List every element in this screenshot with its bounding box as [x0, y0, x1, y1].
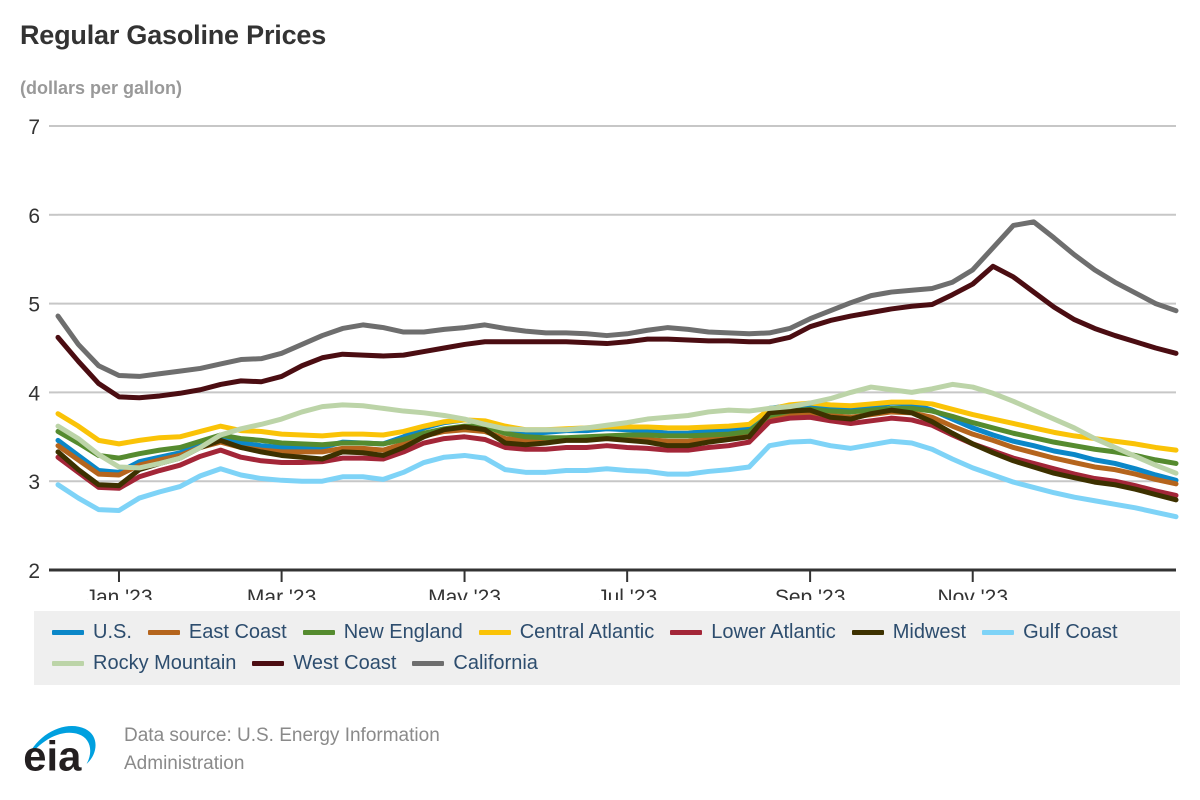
y-axis-tick-label: 2 [28, 560, 40, 583]
x-axis-tick-label: Jan '23 [85, 586, 152, 600]
legend-item[interactable]: West Coast [252, 649, 396, 678]
legend-item-label: California [453, 652, 538, 674]
svg-text:eia: eia [23, 733, 82, 776]
legend-item[interactable]: Midwest [851, 618, 967, 647]
eia-logo: eia [23, 725, 96, 776]
legend-item-label: Central Atlantic [519, 621, 655, 643]
legend-item[interactable]: Central Atlantic [478, 618, 655, 647]
x-axis-tick-label: Jul '23 [597, 586, 657, 600]
legend-item-label: Gulf Coast [1023, 621, 1118, 643]
x-axis-tick-label: Mar '23 [247, 586, 316, 600]
y-axis-labels: 2 3 4 5 6 7 [28, 116, 40, 583]
x-axis-tick-label: Nov '23 [937, 586, 1008, 600]
legend-item[interactable]: New England [302, 618, 463, 647]
legend-item-label: Lower Atlantic [711, 621, 836, 643]
legend-item[interactable]: Lower Atlantic [670, 618, 836, 647]
legend-color-swatch [412, 661, 445, 666]
legend-item[interactable]: Rocky Mountain [52, 649, 236, 678]
y-axis-tick-label: 3 [28, 471, 40, 494]
chart-footer: eia Data source: U.S. Energy Information… [20, 710, 514, 778]
legend-color-swatch [252, 661, 285, 666]
series-line [55, 407, 1179, 503]
legend-item[interactable]: Gulf Coast [982, 618, 1118, 647]
legend-item[interactable]: East Coast [147, 618, 287, 647]
legend-color-swatch [670, 630, 703, 635]
legend-color-swatch [52, 630, 84, 635]
legend-item-label: West Coast [293, 652, 397, 674]
legend-color-swatch [147, 630, 180, 635]
chart-legend[interactable]: U.S. East Coast New England Central Atlanti… [34, 611, 1180, 685]
data-source-text: Data source: U.S. Energy Information Adm… [124, 725, 440, 774]
series-line [55, 263, 1179, 401]
legend-color-swatch [478, 630, 511, 635]
legend-color-swatch [851, 630, 884, 635]
legend-item[interactable]: California [412, 649, 538, 678]
legend-color-swatch [302, 630, 335, 635]
y-axis-tick-label: 7 [28, 116, 40, 139]
series-line [55, 381, 1179, 476]
series-line [55, 438, 1179, 520]
series-line [55, 405, 1179, 466]
legend-item[interactable]: U.S. [52, 618, 132, 647]
page-title: Regular Gasoline Prices [20, 20, 327, 50]
data-series [55, 219, 1179, 520]
x-axis-tick-label: May '23 [428, 586, 501, 600]
y-axis-ticks [49, 125, 58, 572]
chart-subtitle: (dollars per gallon) [20, 78, 183, 98]
y-axis-tick-label: 4 [28, 382, 40, 405]
x-axis-tick-label: Sep '23 [775, 586, 846, 600]
y-axis-tick-label: 5 [28, 294, 40, 317]
legend-color-swatch [982, 630, 1015, 635]
legend-item-label: New England [343, 621, 463, 643]
x-axis-ticks [117, 570, 974, 582]
series-line [55, 219, 1179, 379]
line-chart: 2 3 4 5 6 7 Jan '23 Mar '23 May '23 Jul '23 Sep '… [28, 116, 1179, 600]
x-axis-labels: Jan '23 Mar '23 May '23 Jul '23 Sep '23 Nov '… [85, 586, 1008, 600]
series-line [55, 399, 1179, 453]
legend-item-label: Rocky Mountain [93, 652, 237, 674]
legend-item-label: U.S. [93, 621, 132, 643]
legend-color-swatch [52, 661, 84, 666]
y-axis-tick-label: 6 [28, 205, 40, 228]
legend-item-label: East Coast [188, 621, 287, 643]
legend-item-label: Midwest [892, 621, 967, 643]
